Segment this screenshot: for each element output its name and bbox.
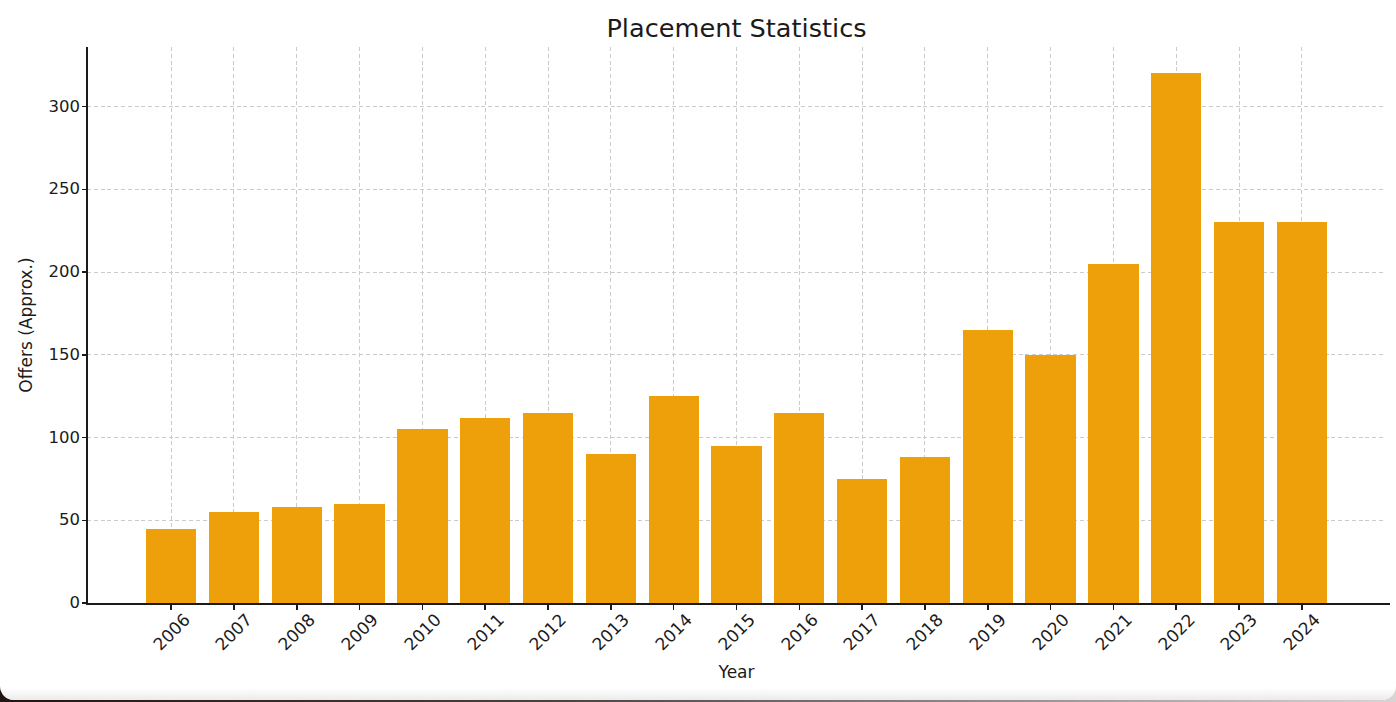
x-tick-label: 2020 [1029,610,1073,654]
x-tick-mark [987,605,989,610]
x-tick-mark [673,605,675,610]
x-tick-mark [1113,605,1115,610]
x-tick-label-text: 2017 [840,610,885,655]
bar-2017 [837,479,887,603]
x-tick-label-text: 2021 [1091,610,1136,655]
x-tick-label: 2009 [338,610,382,654]
x-tick-label-text: 2024 [1279,610,1324,655]
x-tick-mark [610,605,612,610]
y-axis-label: Offers (Approx.) [6,47,46,603]
x-tick-label: 2018 [903,610,947,654]
x-tick-label-text: 2016 [777,610,822,655]
x-tick-mark [861,605,863,610]
bar-2010 [397,429,447,603]
chart-title: Placement Statistics [87,13,1386,43]
bar-2022 [1151,73,1201,603]
x-tick-mark [1238,605,1240,610]
x-tick-label: 2014 [652,610,696,654]
x-tick-label-text: 2022 [1154,610,1199,655]
bar-2006 [146,529,196,603]
x-tick-label: 2013 [589,610,633,654]
x-tick-label: 2021 [1091,610,1135,654]
x-tick-label-text: 2006 [149,610,194,655]
x-tick-label: 2019 [966,610,1010,654]
bar-2018 [900,457,950,603]
x-tick-mark [359,605,361,610]
bar-2024 [1277,222,1327,603]
bar-2019 [963,330,1013,603]
x-tick-mark [924,605,926,610]
x-tick-mark [799,605,801,610]
x-tick-label-text: 2015 [714,610,759,655]
y-axis-spine [86,47,88,605]
x-tick-mark [1050,605,1052,610]
x-tick-label: 2010 [400,610,444,654]
x-tick-mark [170,605,172,610]
x-tick-mark [484,605,486,610]
x-tick-label: 2007 [212,610,256,654]
x-tick-mark [736,605,738,610]
window-bottom-shadow [0,688,1396,700]
bar-2013 [586,454,636,603]
x-tick-label-text: 2023 [1217,610,1262,655]
x-tick-label-text: 2012 [526,610,571,655]
x-tick-label-text: 2011 [463,610,508,655]
x-tick-label: 2015 [715,610,759,654]
x-tick-label-text: 2009 [337,610,382,655]
x-tick-label: 2012 [526,610,570,654]
bar-2015 [711,446,761,603]
bar-2023 [1214,222,1264,603]
x-tick-label: 2016 [777,610,821,654]
x-tick-label-text: 2014 [651,610,696,655]
x-tick-label: 2017 [840,610,884,654]
x-axis-label: Year [87,662,1386,682]
bar-2016 [774,413,824,603]
x-tick-label-text: 2019 [965,610,1010,655]
x-tick-label-text: 2018 [903,610,948,655]
bar-2020 [1025,355,1075,603]
x-tick-label: 2023 [1217,610,1261,654]
x-tick-label: 2024 [1280,610,1324,654]
x-tick-label-text: 2007 [212,610,257,655]
x-tick-mark [547,605,549,610]
x-tick-mark [1301,605,1303,610]
chart-image: Placement Statistics 0501001502002503002… [0,0,1396,700]
x-tick-label: 2022 [1154,610,1198,654]
bar-2021 [1088,264,1138,603]
bar-2012 [523,413,573,603]
x-tick-label: 2011 [463,610,507,654]
bar-2011 [460,418,510,603]
x-tick-mark [422,605,424,610]
x-tick-label-text: 2020 [1028,610,1073,655]
x-tick-label-text: 2013 [588,610,633,655]
x-tick-label: 2006 [149,610,193,654]
bar-2008 [272,507,322,603]
x-axis-spine [86,603,1390,605]
bar-2009 [334,504,384,603]
x-tick-mark [296,605,298,610]
y-axis-label-text: Offers (Approx.) [16,257,36,392]
x-tick-mark [233,605,235,610]
x-tick-mark [1175,605,1177,610]
bar-2014 [649,396,699,603]
gridline-vertical [171,47,172,603]
x-tick-label-text: 2010 [400,610,445,655]
x-tick-label: 2008 [275,610,319,654]
bar-2007 [209,512,259,603]
x-tick-label-text: 2008 [274,610,319,655]
